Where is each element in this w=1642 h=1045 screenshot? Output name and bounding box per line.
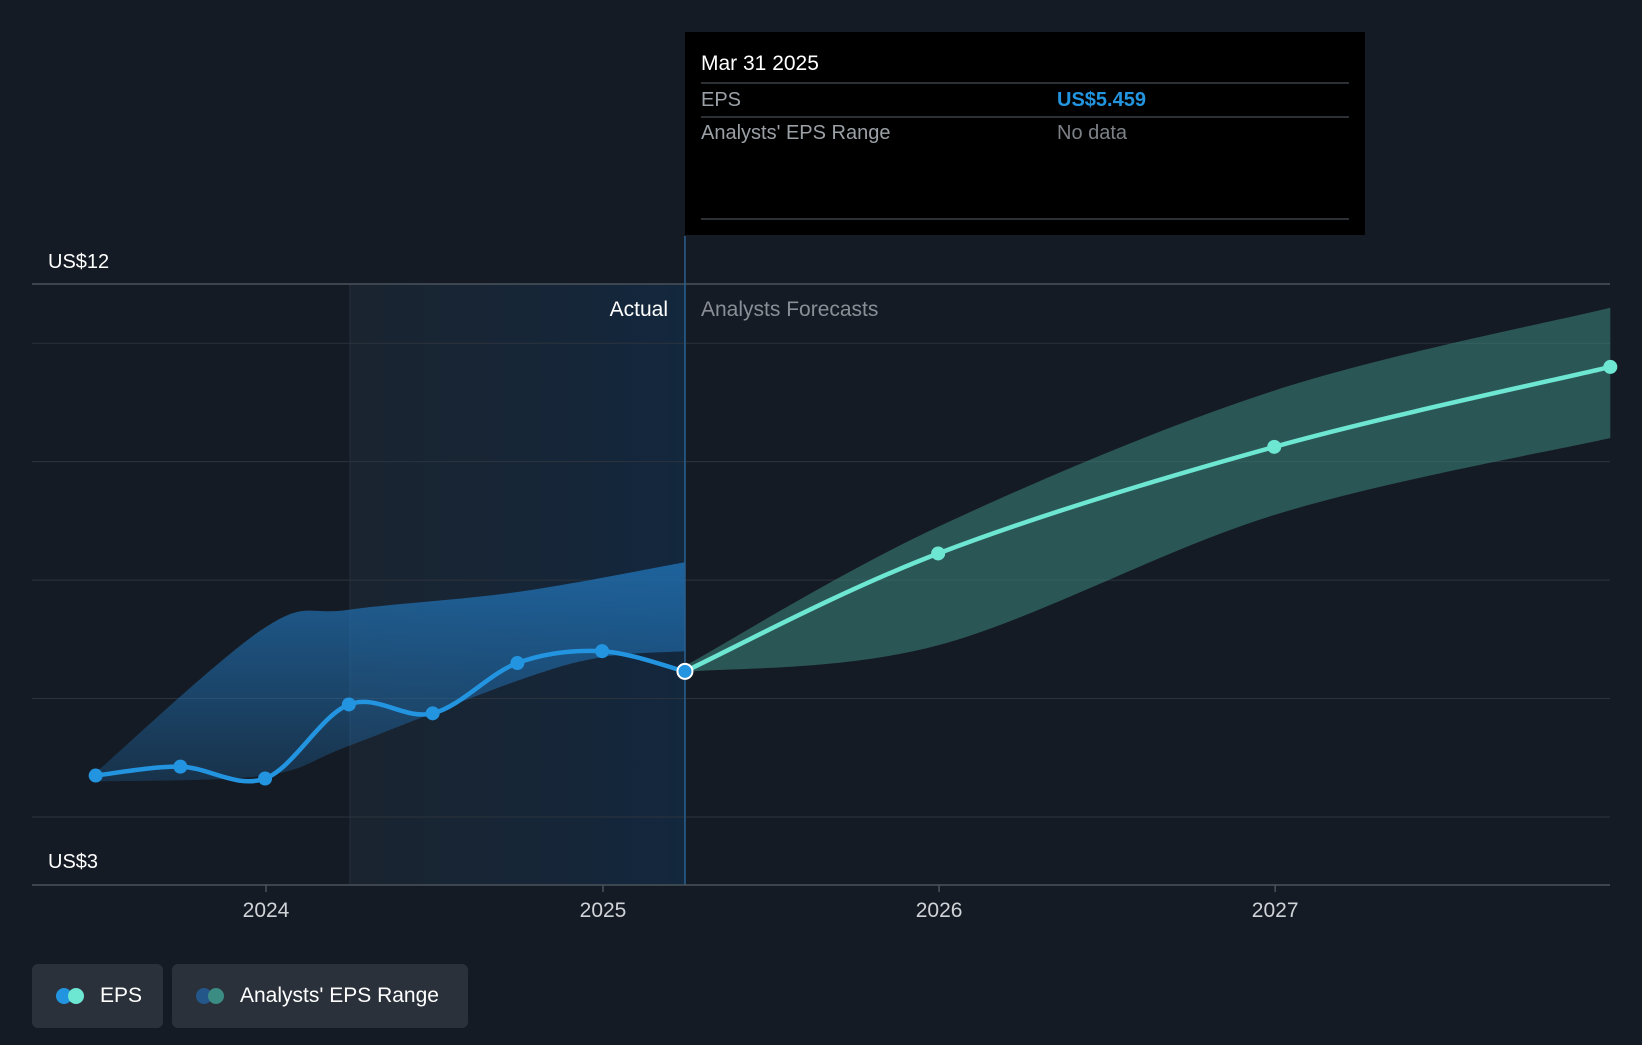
tooltip-range-label: Analysts' EPS Range xyxy=(701,122,890,144)
eps-range-legend-icon xyxy=(196,988,226,1004)
tooltip-range-value: No data xyxy=(1057,122,1128,144)
actual-label: Actual xyxy=(610,298,668,321)
actual-data-point xyxy=(425,706,440,721)
highlighted-data-point xyxy=(676,662,694,680)
legend-range-label: Analysts' EPS Range xyxy=(240,984,439,1007)
x-tick-label: 2026 xyxy=(916,899,963,922)
actual-data-point xyxy=(258,771,273,786)
forecast-eps-range-band xyxy=(684,307,1611,672)
actual-data-point xyxy=(595,644,610,659)
tooltip: Mar 31 2025 EPS US$5.459 Analysts' EPS R… xyxy=(685,32,1365,235)
eps-legend-icon xyxy=(56,988,86,1004)
legend-eps-range[interactable]: Analysts' EPS Range xyxy=(172,964,468,1028)
legend-eps-label: EPS xyxy=(100,984,143,1007)
actual-eps-range-band xyxy=(95,562,685,782)
tooltip-box xyxy=(685,32,1365,235)
forecast-data-point xyxy=(1267,439,1282,454)
actual-data-point xyxy=(173,759,188,774)
pre-history-region xyxy=(32,284,350,885)
actual-eps-line xyxy=(93,648,688,784)
forecast-data-point xyxy=(1603,359,1618,374)
x-tick-label: 2024 xyxy=(243,899,290,922)
tooltip-eps-label: EPS xyxy=(701,89,741,111)
eps-range-bands xyxy=(95,307,1611,782)
forecast-eps-line xyxy=(682,364,1613,674)
y-axis-min-label: US$3 xyxy=(48,851,98,873)
actual-data-point xyxy=(341,697,356,712)
tooltip-eps-value: US$5.459 xyxy=(1057,89,1146,111)
actual-data-point xyxy=(88,768,103,783)
x-tick-label: 2025 xyxy=(580,899,627,922)
actual-data-point xyxy=(510,656,525,671)
forecast-label: Analysts Forecasts xyxy=(701,298,878,321)
forecast-data-point xyxy=(931,546,946,561)
eps-lines xyxy=(93,364,1613,784)
y-axis-max-label: US$12 xyxy=(48,251,109,273)
eps-points xyxy=(88,359,1618,786)
tooltip-date: Mar 31 2025 xyxy=(701,52,819,75)
x-axis: 2024 2025 2026 2027 xyxy=(32,884,1610,922)
x-tick-label: 2027 xyxy=(1252,899,1299,922)
legend-eps[interactable]: EPS xyxy=(32,964,163,1028)
